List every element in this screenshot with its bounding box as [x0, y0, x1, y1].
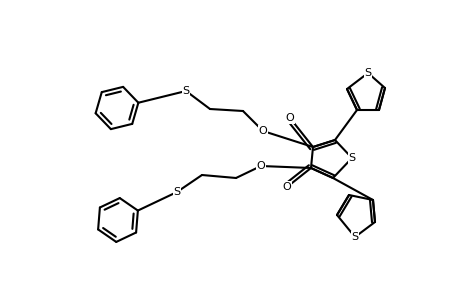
Text: S: S	[182, 86, 189, 96]
Text: S: S	[347, 153, 355, 163]
Text: O: O	[282, 182, 291, 192]
Text: S: S	[173, 187, 180, 197]
Text: O: O	[256, 161, 265, 171]
Text: S: S	[351, 232, 358, 242]
Text: O: O	[285, 113, 294, 123]
Text: S: S	[364, 68, 371, 78]
Text: O: O	[258, 126, 267, 136]
